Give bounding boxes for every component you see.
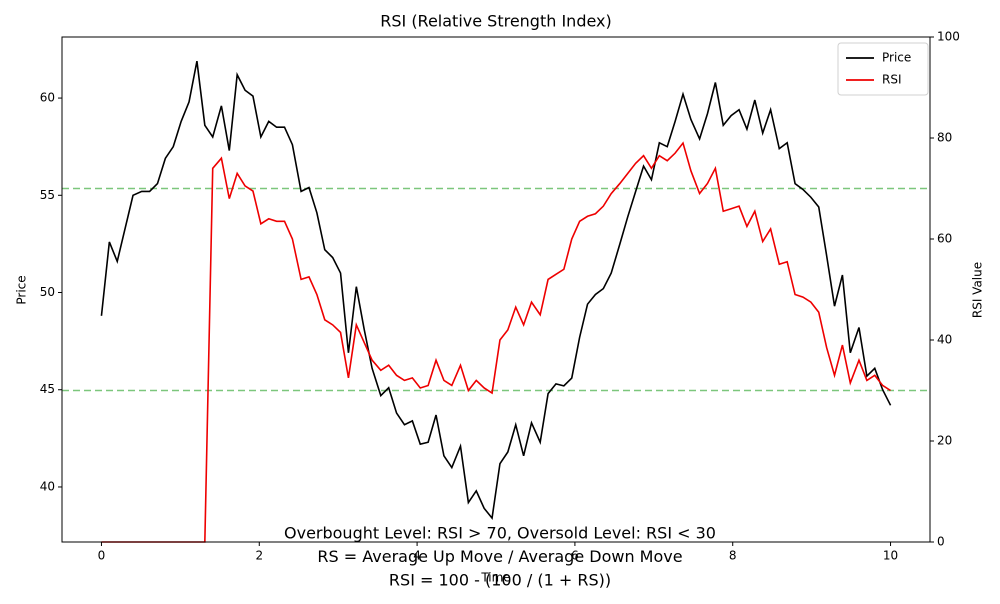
- series-line: [100, 60, 892, 521]
- x-tick-label: 6: [571, 549, 579, 563]
- annotation: RS = Average Up Move / Average Down Move: [317, 547, 682, 566]
- plot-frame: [61, 36, 931, 543]
- y-tick-label: 45: [40, 382, 55, 396]
- y2-tick-label: 20: [937, 434, 952, 448]
- y-axis-label: Price: [15, 275, 29, 304]
- y2-tick-label: 60: [937, 232, 952, 246]
- y2-tick-label: 0: [937, 535, 945, 549]
- annotation: RSI = 100 - (100 / (1 + RS)): [389, 571, 611, 590]
- annotation: Overbought Level: RSI > 70, Oversold Lev…: [284, 524, 716, 543]
- legend-label: RSI: [882, 73, 902, 87]
- x-tick-label: 0: [98, 549, 106, 563]
- y-tick-label: 55: [40, 188, 55, 202]
- legend-label: Price: [882, 51, 911, 65]
- y2-tick-label: 40: [937, 333, 952, 347]
- y-tick-label: 60: [40, 91, 55, 105]
- y2-axis-label: RSI Value: [971, 262, 985, 318]
- y2-tick-label: 80: [937, 131, 952, 145]
- x-tick-label: 8: [729, 549, 737, 563]
- x-tick-label: 2: [255, 549, 263, 563]
- legend-box: [837, 42, 929, 96]
- y-tick-label: 40: [40, 479, 55, 493]
- chart-title: RSI (Relative Strength Index): [380, 12, 612, 31]
- y2-tick-label: 100: [937, 30, 960, 44]
- x-tick-label: 10: [883, 549, 898, 563]
- x-axis-label: Time: [480, 571, 510, 585]
- series-line: [101, 141, 891, 543]
- x-tick-label: 4: [413, 549, 421, 563]
- y-tick-label: 50: [40, 285, 55, 299]
